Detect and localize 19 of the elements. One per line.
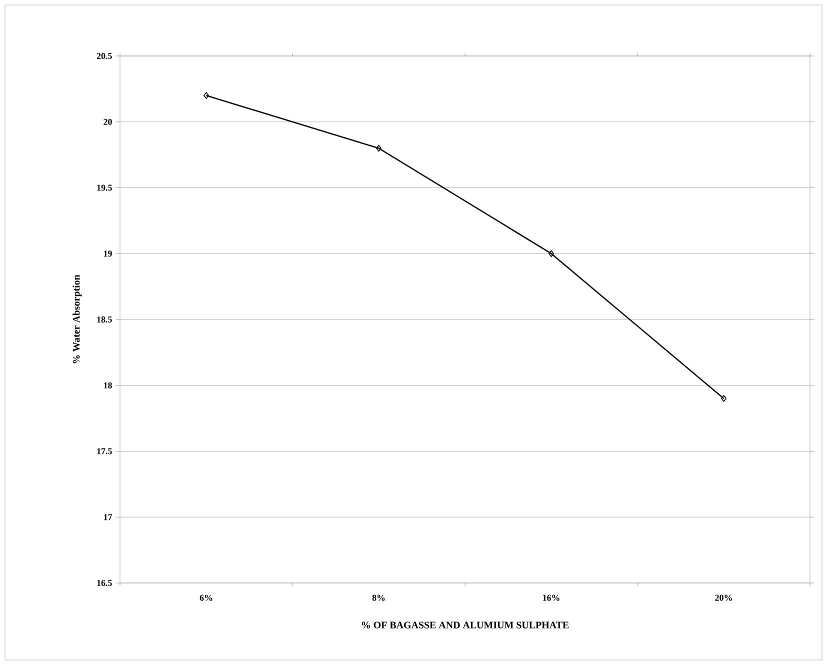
x-tick-label: 20% [715,594,732,601]
y-tick-label: 20 [104,118,112,125]
y-tick-label: 19 [104,250,112,257]
y-axis-title: % Water Absorption [72,274,82,364]
point [204,92,209,99]
y-tick-label: 19.5 [97,184,112,191]
point [376,144,382,152]
x-tick-label: 16% [543,594,560,601]
point [548,250,554,258]
x-tick-label: 6% [200,594,212,601]
y-tick-label: 20.5 [96,52,112,60]
y-tick-label: 17.5 [97,448,112,454]
point [721,395,726,402]
y-tick-label: 18 [104,382,112,388]
y-tick-label: 16.5 [97,580,112,586]
x-tick-label: 8% [372,594,385,601]
y-tick-label: 18.5 [97,316,112,323]
x-axis-title: % OF BAGASSE AND ALUMIUM SULPHATE [362,622,569,628]
y-tick-label: 17 [104,514,112,520]
